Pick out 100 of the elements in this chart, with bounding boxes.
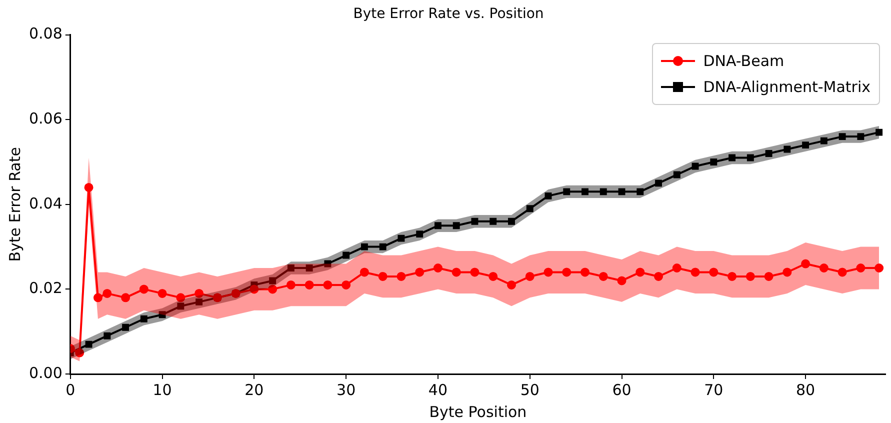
point xyxy=(323,280,332,290)
point xyxy=(396,272,406,281)
point xyxy=(121,293,130,302)
point xyxy=(84,182,94,192)
point xyxy=(158,311,166,318)
point xyxy=(176,293,186,302)
point xyxy=(526,205,534,212)
point xyxy=(654,272,664,281)
point xyxy=(139,284,148,294)
point xyxy=(838,133,846,140)
point xyxy=(673,171,680,178)
point xyxy=(470,268,480,277)
point xyxy=(562,268,572,277)
x-tick-label: 30 xyxy=(336,380,356,399)
point xyxy=(525,272,534,281)
point xyxy=(75,348,84,358)
point xyxy=(765,150,772,157)
point xyxy=(636,188,644,196)
point xyxy=(600,188,607,196)
x-tick-label: 60 xyxy=(612,380,632,399)
point xyxy=(506,280,516,290)
point xyxy=(819,264,828,272)
point xyxy=(544,268,553,277)
point xyxy=(709,268,718,277)
y-axis-title: Byte Error Rate xyxy=(6,147,24,262)
point xyxy=(782,268,792,277)
point xyxy=(416,230,424,238)
point xyxy=(104,332,111,340)
point xyxy=(269,277,276,284)
point xyxy=(820,137,828,144)
point xyxy=(434,222,442,230)
y-tick-label: 0.00 xyxy=(28,364,62,382)
y-tick-label: 0.08 xyxy=(28,24,62,43)
y-tick-label: 0.02 xyxy=(28,279,62,298)
point xyxy=(508,218,515,225)
point xyxy=(490,218,497,225)
point xyxy=(857,133,864,140)
point xyxy=(379,243,386,250)
point xyxy=(580,268,590,277)
point xyxy=(196,298,203,306)
x-tick-label: 80 xyxy=(796,380,816,399)
x-axis-title: Byte Position xyxy=(429,402,527,421)
x-tick-label: 0 xyxy=(66,380,76,399)
legend-label: DNA-Alignment-Matrix xyxy=(703,76,870,98)
point xyxy=(655,180,662,187)
point xyxy=(801,259,810,268)
point xyxy=(122,324,130,331)
point xyxy=(876,128,883,136)
point xyxy=(342,252,350,259)
point xyxy=(360,243,368,250)
point xyxy=(784,146,791,153)
point xyxy=(728,272,737,281)
point xyxy=(250,284,259,294)
point xyxy=(85,340,92,348)
point xyxy=(746,272,755,281)
point xyxy=(471,218,478,225)
point xyxy=(360,268,369,277)
point xyxy=(636,268,645,277)
point xyxy=(398,234,405,242)
point xyxy=(617,276,626,286)
point xyxy=(452,268,461,277)
point xyxy=(764,272,774,281)
point xyxy=(690,268,700,277)
point xyxy=(102,288,112,298)
point xyxy=(488,272,498,281)
point xyxy=(433,264,442,272)
y-tick-label: 0.06 xyxy=(28,109,62,128)
point xyxy=(618,188,626,196)
chart-title: Byte Error Rate vs. Position xyxy=(353,6,544,22)
point xyxy=(563,188,570,196)
point xyxy=(177,302,184,310)
point xyxy=(268,284,278,294)
point xyxy=(378,272,388,281)
point xyxy=(286,280,296,290)
point xyxy=(304,280,314,290)
point xyxy=(194,288,204,298)
point xyxy=(710,158,718,166)
point xyxy=(415,268,424,277)
point xyxy=(856,264,866,272)
point xyxy=(306,264,313,272)
x-tick-label: 50 xyxy=(520,380,540,399)
point xyxy=(324,260,332,268)
point xyxy=(598,272,608,281)
point xyxy=(728,154,736,162)
x-tick-label: 40 xyxy=(428,380,448,399)
point xyxy=(692,162,699,170)
point xyxy=(544,192,552,200)
point xyxy=(140,315,148,322)
point xyxy=(342,280,351,290)
point xyxy=(287,264,294,272)
x-tick-label: 70 xyxy=(704,380,724,399)
point xyxy=(158,288,167,298)
point xyxy=(874,264,884,272)
point xyxy=(93,293,102,302)
x-tick-label: 20 xyxy=(244,380,264,399)
y-tick-label: 0.04 xyxy=(28,194,62,212)
point xyxy=(582,188,588,196)
point xyxy=(838,268,847,277)
x-tick-label: 10 xyxy=(152,380,172,399)
point xyxy=(452,222,460,230)
